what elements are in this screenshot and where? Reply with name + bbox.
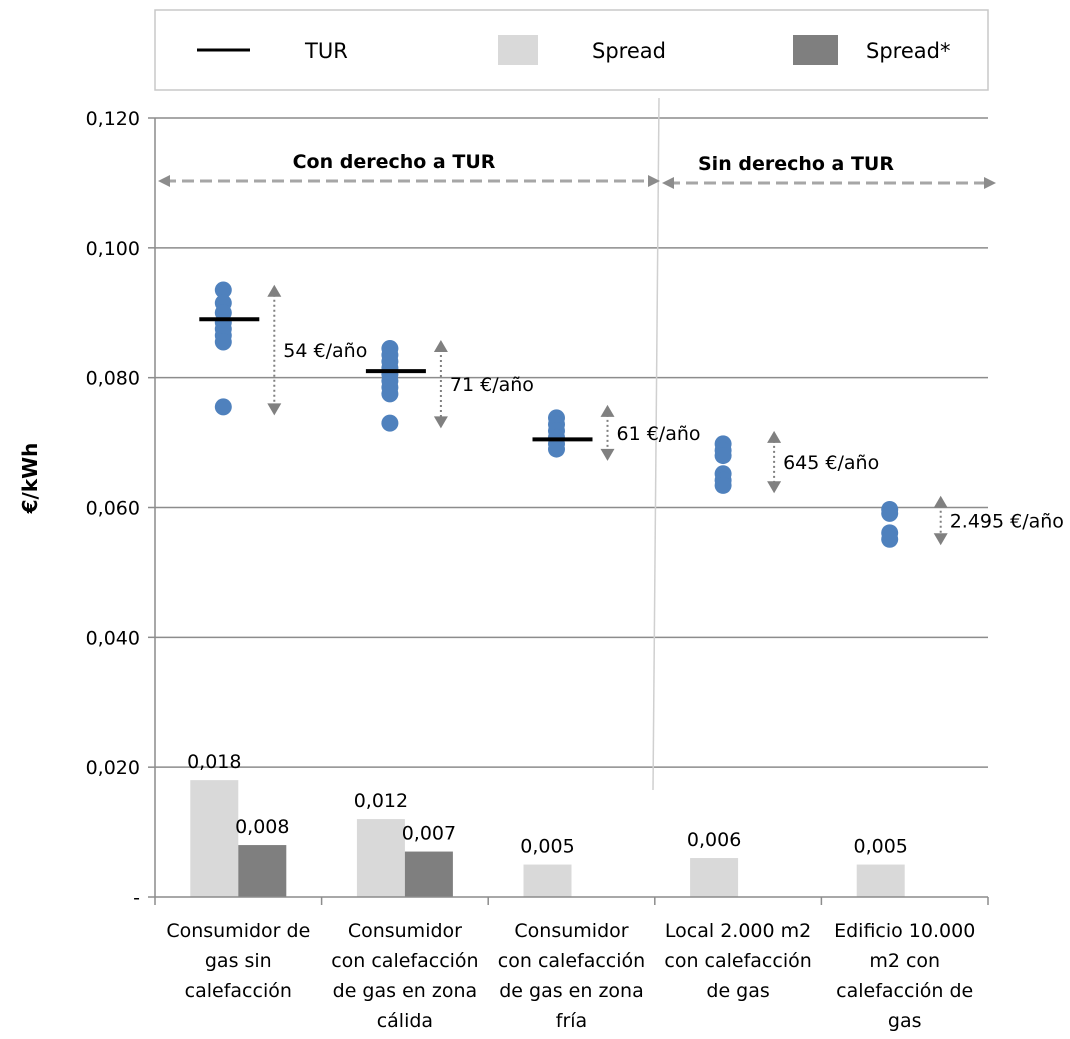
x-tick-label: cálida <box>377 1010 433 1032</box>
x-axis: Consumidor de gas sin calefacción Consumido… <box>154 896 989 1032</box>
bar <box>523 864 572 897</box>
bar <box>190 780 239 897</box>
x-tick-label: con calefacción <box>331 950 478 972</box>
bar-data-label: 0,007 <box>402 823 456 845</box>
x-tick-label: fría <box>556 1010 587 1032</box>
range-arrow-up <box>767 430 782 443</box>
range-arrow-up <box>433 339 448 352</box>
offer-point <box>214 398 232 416</box>
tur-markers <box>199 317 593 442</box>
bar <box>356 819 405 897</box>
x-tick-label: con calefacción <box>498 950 645 972</box>
range-arrow-down <box>267 403 282 416</box>
range-arrow-up <box>600 404 615 417</box>
y-tick-label: - <box>133 887 140 909</box>
x-tick-label: Edificio 10.000 <box>834 920 975 942</box>
bar-data-label: 0,005 <box>853 836 907 858</box>
gridlines <box>155 117 988 768</box>
range-label: 61 €/año <box>617 423 701 445</box>
bar <box>690 858 739 897</box>
offer-point <box>881 504 899 522</box>
bar-data-label: 0,005 <box>520 836 574 858</box>
x-tick-label: Local 2.000 m2 <box>665 920 811 942</box>
offer-point <box>381 414 399 432</box>
bar-data-label: 0,008 <box>235 816 289 838</box>
offer-point <box>214 281 232 299</box>
y-tick-label: 0,120 <box>86 108 140 130</box>
bar <box>404 851 453 897</box>
x-tick-label: gas sin <box>205 950 272 972</box>
range-arrow-down <box>600 448 615 461</box>
legend-spread-star-swatch <box>793 35 838 65</box>
price-ranges: 54 €/año 71 €/año 61 €/año 645 €/año 2.495 €… <box>267 284 1064 546</box>
x-tick-label: con calefacción <box>664 950 811 972</box>
y-axis: - 0,020 0,040 0,060 0,080 0,100 0,120 <box>86 108 156 909</box>
x-tick-label: de gas en zona <box>333 980 478 1002</box>
x-tick-label: gas <box>888 1010 922 1032</box>
x-tick-label: Consumidor <box>348 920 462 942</box>
y-tick-label: 0,020 <box>86 757 140 779</box>
offer-point <box>714 447 732 465</box>
bars: 0,018 0,012 0,005 0,006 0,005 0,008 0,007 <box>187 751 908 897</box>
x-tick-label: Consumidor de <box>166 920 310 942</box>
offer-point <box>214 333 232 351</box>
region-divider <box>652 97 660 791</box>
y-tick-label: 0,040 <box>86 627 140 649</box>
range-arrow-up <box>933 495 948 508</box>
legend-spread-swatch <box>498 35 538 65</box>
legend-spread-label: Spread <box>592 39 666 63</box>
x-tick-label: Consumidor <box>514 920 628 942</box>
x-tick-label: de gas en zona <box>499 980 644 1002</box>
range-label: 54 €/año <box>283 340 367 362</box>
offer-point <box>881 530 899 548</box>
x-tick-label: m2 con <box>869 950 940 972</box>
legend-frame <box>154 9 989 91</box>
bar <box>856 864 905 897</box>
range-arrow-down <box>933 533 948 546</box>
region-label-con: Con derecho a TUR <box>293 151 496 173</box>
legend: TUR Spread Spread* <box>154 9 989 91</box>
range-arrow-up <box>267 284 282 297</box>
offer-point <box>548 440 565 458</box>
legend-spread-star-label: Spread* <box>866 39 950 63</box>
y-tick-label: 0,060 <box>86 498 140 520</box>
y-axis-title: €/kWh <box>18 443 42 515</box>
y-tick-label: 0,080 <box>86 368 140 390</box>
range-label: 645 €/año <box>783 452 879 474</box>
range-arrow-down <box>433 416 448 429</box>
bar <box>238 845 287 897</box>
range-arrow-down <box>767 481 782 494</box>
x-tick-label: calefacción de <box>836 980 973 1002</box>
range-label: 71 €/año <box>450 374 534 396</box>
legend-tur-label: TUR <box>304 39 348 63</box>
bar-data-label: 0,018 <box>187 751 241 773</box>
bar-data-label: 0,006 <box>687 829 741 851</box>
y-tick-label: 0,100 <box>86 238 140 260</box>
x-tick-label: de gas <box>706 980 769 1002</box>
bar-data-label: 0,012 <box>354 790 408 812</box>
offer-point <box>381 385 399 403</box>
range-label: 2.495 €/año <box>950 510 1064 532</box>
region-markers: Con derecho a TUR Sin derecho a TUR <box>158 151 996 189</box>
region-label-sin: Sin derecho a TUR <box>698 153 894 175</box>
x-tick-label: calefacción <box>185 980 292 1002</box>
offer-point <box>714 476 732 494</box>
